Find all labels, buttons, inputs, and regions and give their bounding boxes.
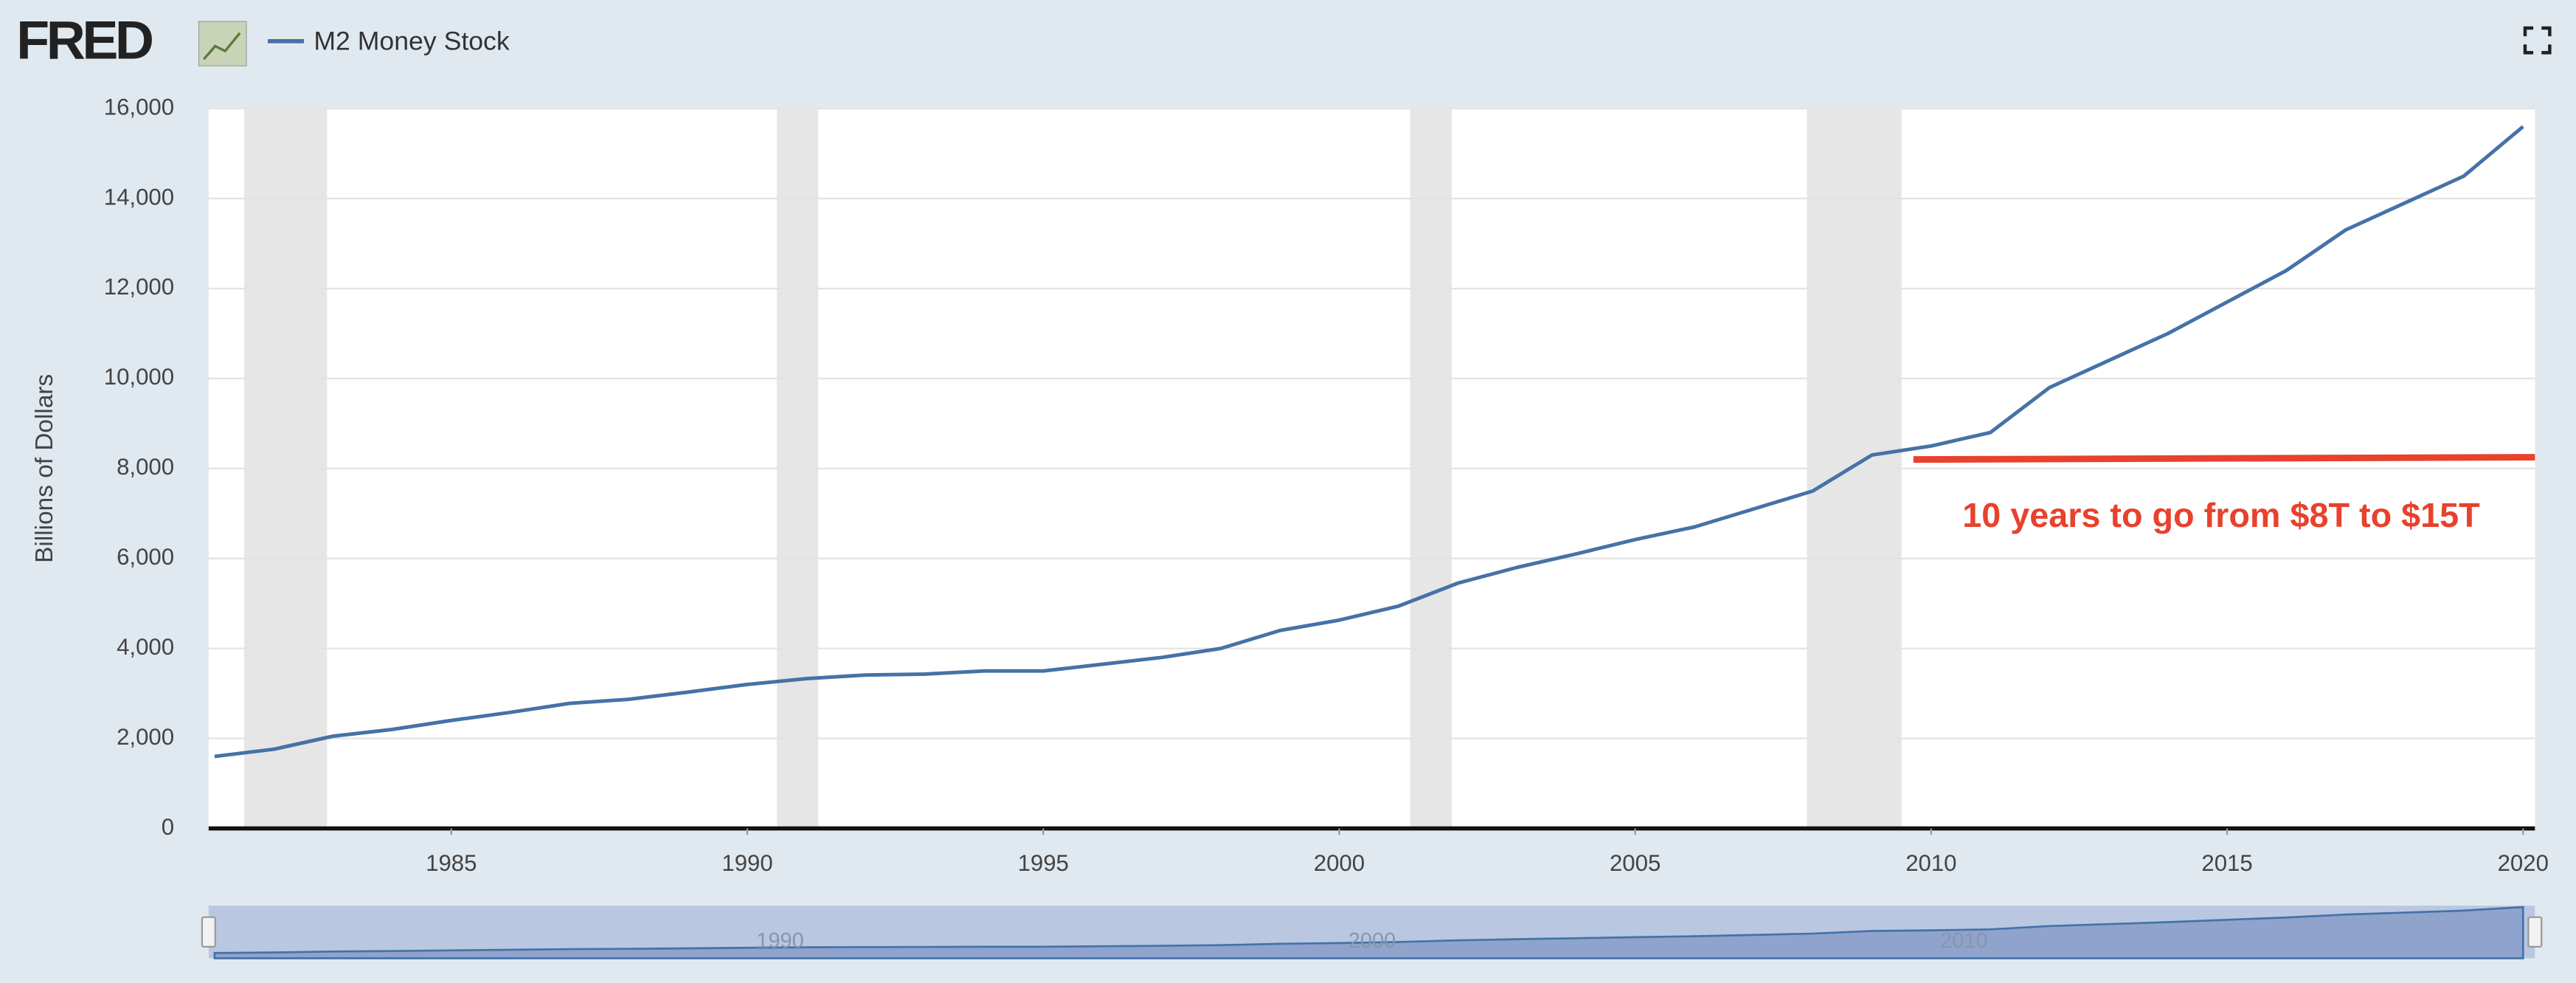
x-tick-label: 2015 <box>2201 850 2252 876</box>
chart-layer: 0 2,000 4,000 6,000 8,000 10,000 12,000 14,000 1… <box>104 26 2549 959</box>
navigator-handle[interactable] <box>201 916 216 948</box>
y-tick-label: 16,000 <box>104 94 174 120</box>
x-tick-label: 1985 <box>426 850 477 876</box>
logo: FRED <box>16 10 152 71</box>
y-tick-label: 0 <box>162 814 174 840</box>
navigator-tick-label: 2010 <box>1940 929 1987 953</box>
y-tick-label: 10,000 <box>104 364 174 390</box>
y-tick-label: 12,000 <box>104 274 174 300</box>
navigator-tick-label: 2000 <box>1348 929 1396 953</box>
x-tick-label: 2000 <box>1314 850 1365 876</box>
x-tick-label: 2005 <box>1610 850 1661 876</box>
x-tick-label: 1995 <box>1018 850 1069 876</box>
annotation-line <box>1913 454 2535 463</box>
logo-icon-line <box>202 32 241 61</box>
annotation-text: 10 years to go from $8T to $15T <box>1962 496 2480 534</box>
y-tick-label: 2,000 <box>117 724 174 750</box>
y-tick-label: 8,000 <box>117 454 174 480</box>
navigator-tick-label: 1990 <box>756 929 803 953</box>
logo-icon <box>198 21 247 66</box>
y-tick-label: 6,000 <box>117 544 174 570</box>
y-tick-label: 14,000 <box>104 184 174 210</box>
navigator-handle[interactable] <box>2527 916 2543 948</box>
y-tick-label: 4,000 <box>117 634 174 660</box>
series-line <box>214 125 2524 759</box>
x-tick-label: 2010 <box>1905 850 1956 876</box>
legend-label: M2 Money Stock <box>314 26 509 55</box>
navigator-area <box>213 906 2524 959</box>
x-tick-label: 1990 <box>721 850 772 876</box>
y-axis-label: Billions of Dollars <box>31 374 58 563</box>
x-tick-label: 2020 <box>2498 850 2549 876</box>
fullscreen-icon[interactable] <box>2523 26 2552 55</box>
